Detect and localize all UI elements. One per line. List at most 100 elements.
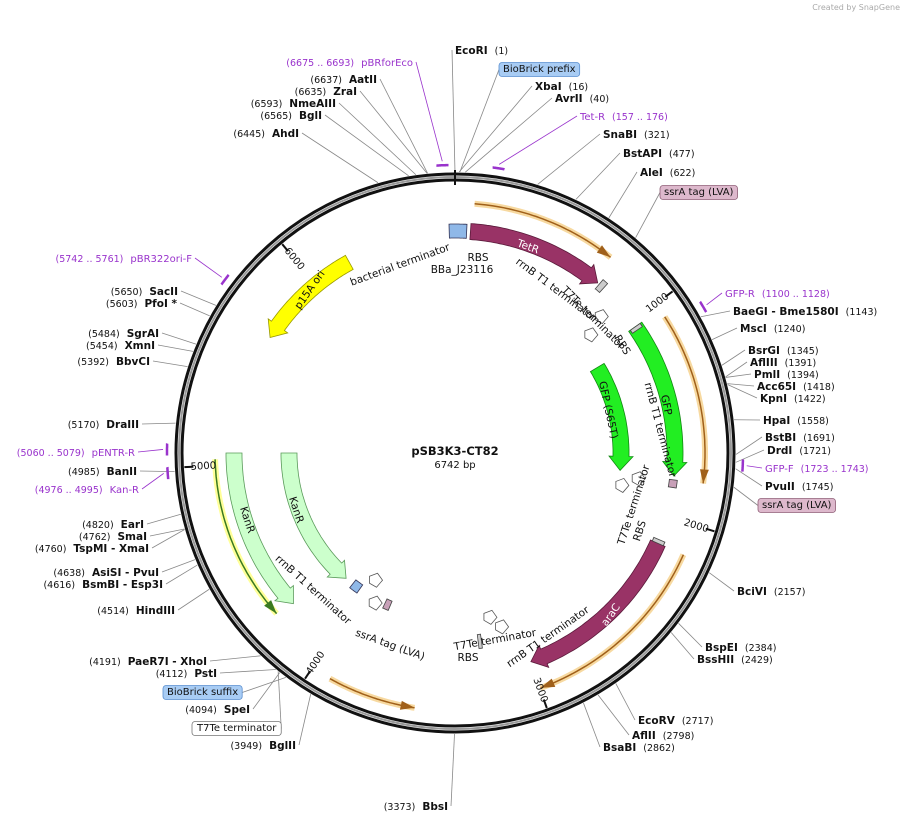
tick-mark <box>664 290 674 298</box>
primer-mark <box>436 163 449 167</box>
site-label-pos: (4985) <box>68 467 100 478</box>
site-label-pos: (321) <box>644 130 670 141</box>
site-label-pos: (4094) <box>185 705 217 716</box>
track-head <box>264 600 277 614</box>
site-label-pos: (6635) <box>295 87 327 98</box>
box-bg <box>498 62 581 77</box>
primer-label: GFP-R (1100 .. 1128) <box>725 289 830 300</box>
feature-label: GFP <box>658 394 674 417</box>
site-label-pos: (5650) <box>111 287 143 298</box>
primer-label-range: (5742 .. 5761) <box>56 254 124 265</box>
site-label-name: TspMI - XmaI <box>73 543 149 555</box>
terminator <box>615 477 630 493</box>
terminator <box>483 609 498 625</box>
site-label-name: SnaBI <box>603 129 637 141</box>
feature-label: RBS <box>468 252 489 264</box>
leader-line <box>298 694 312 746</box>
leader-line <box>161 332 197 345</box>
leader-line <box>149 528 185 537</box>
site-label: (5170) DraIII <box>68 419 139 431</box>
site-label-name: SgrAI <box>127 328 159 340</box>
leader-line <box>177 588 210 611</box>
tick-mark <box>542 699 548 709</box>
site-label-name: Acc65I <box>757 381 796 393</box>
leader-line <box>451 49 456 173</box>
leader-line <box>727 383 755 387</box>
feature-arrow <box>628 321 688 477</box>
site-label-name: PaeR7I - XhoI <box>128 656 207 668</box>
track-head <box>540 678 556 688</box>
site-label: BssHII (2429) <box>697 654 773 666</box>
terminator <box>584 327 599 343</box>
site-label: (6445) AhdI <box>233 128 299 140</box>
primer-mark <box>741 459 745 472</box>
site-label: (5650) SacII <box>111 286 178 298</box>
box-leader <box>635 192 661 238</box>
primer-label-name: Kan-R <box>110 485 139 496</box>
site-label: (4760) TspMI - XmaI <box>35 543 149 555</box>
site-label-pos: (1721) <box>799 446 831 457</box>
box-label: BioBrick suffix <box>162 685 243 700</box>
box-text: ssrA tag (LVA) <box>664 187 734 198</box>
site-label: PmlI (1394) <box>754 369 819 381</box>
primer-label-range: (157 .. 176) <box>612 112 668 123</box>
site-label: (4762) SmaI <box>79 531 147 543</box>
tick-mark <box>705 527 715 533</box>
site-label-pos: (16) <box>569 82 589 93</box>
site-label-name: KpnI <box>760 393 787 405</box>
leader-line <box>146 513 181 525</box>
site-label-name: XmnI <box>125 340 155 352</box>
site-label-name: AvrII <box>555 93 583 105</box>
primer-label-name: Tet-R <box>579 112 605 123</box>
site-label: (5454) XmnI <box>86 340 155 352</box>
primer-leader <box>706 292 723 306</box>
leader-line <box>301 132 379 184</box>
primer-mark <box>699 300 708 313</box>
site-label-name: XbaI <box>535 81 562 93</box>
site-label-name: AflII <box>632 730 656 742</box>
rbs <box>629 322 644 334</box>
site-label-name: AatII <box>349 74 377 86</box>
site-label-name: PvuII <box>765 481 795 493</box>
track-line <box>474 203 612 258</box>
site-label-pos: (4820) <box>82 520 114 531</box>
site-label-pos: (4760) <box>35 544 67 555</box>
track-head <box>399 700 415 710</box>
tag <box>667 478 678 489</box>
site-label: (4616) BsmBI - Esp3I <box>43 579 163 591</box>
site-label-pos: (5170) <box>68 420 100 431</box>
tick-label: 6000 <box>282 246 307 273</box>
track-head <box>596 245 611 258</box>
leader-line <box>725 373 752 378</box>
site-label-pos: (1394) <box>787 370 819 381</box>
primer-label-name: GFP-F <box>765 464 794 475</box>
primer-label: (6675 .. 6693) pBRforEco <box>286 58 413 69</box>
primer-label: (5060 .. 5079) pENTR-R <box>17 448 135 459</box>
primer-leader <box>498 115 578 165</box>
site-label-name: BaeGI - Bme1580I <box>733 306 839 318</box>
site-label-name: BstBI <box>765 432 796 444</box>
credit: Created by SnapGene <box>812 3 900 12</box>
site-label-pos: (2429) <box>741 655 773 666</box>
site-label-pos: (4762) <box>79 532 111 543</box>
site-label-pos: (1745) <box>802 482 834 493</box>
feature-arrow <box>589 362 634 472</box>
site-label-name: DraIII <box>106 419 139 431</box>
site-label-pos: (3373) <box>384 802 416 813</box>
feature-label: RBS <box>458 652 479 664</box>
tick-label: 5000 <box>190 461 216 473</box>
plasmid-name: pSB3K3-CT82 <box>411 444 498 458</box>
site-label: (4820) EarI <box>82 519 144 531</box>
site-label-name: HpaI <box>763 415 790 427</box>
box-leader <box>277 671 282 729</box>
tick-label: 1000 <box>644 291 671 315</box>
primer-label-name: GFP-R <box>725 289 755 300</box>
site-label: (5603) PfoI * <box>106 298 178 310</box>
box-leader <box>459 69 500 173</box>
site-label: (4514) HindIII <box>97 605 175 617</box>
box-leader <box>733 486 759 506</box>
site-label-pos: (4191) <box>89 657 121 668</box>
site-label-pos: (6593) <box>251 99 283 110</box>
track-head <box>700 469 709 484</box>
tick-mark <box>281 243 289 252</box>
